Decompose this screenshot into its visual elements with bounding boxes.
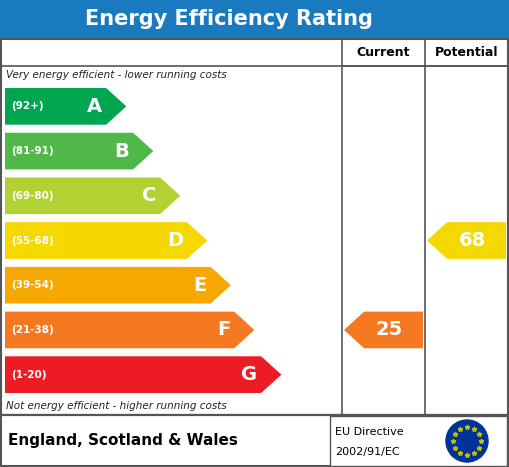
Bar bbox=[1, 415, 508, 466]
Text: (92+): (92+) bbox=[11, 101, 44, 111]
Polygon shape bbox=[427, 222, 506, 259]
Text: (81-91): (81-91) bbox=[11, 146, 53, 156]
Text: 25: 25 bbox=[376, 320, 403, 340]
Polygon shape bbox=[5, 133, 153, 170]
Text: EU Directive: EU Directive bbox=[335, 427, 404, 437]
Text: Current: Current bbox=[357, 45, 410, 58]
Text: G: G bbox=[241, 365, 257, 384]
Text: England, Scotland & Wales: England, Scotland & Wales bbox=[8, 433, 238, 448]
Polygon shape bbox=[344, 311, 423, 348]
Polygon shape bbox=[5, 222, 207, 259]
Text: C: C bbox=[142, 186, 156, 205]
Bar bbox=[330, 416, 507, 466]
Text: (55-68): (55-68) bbox=[11, 235, 54, 246]
Circle shape bbox=[446, 420, 488, 462]
Text: (69-80): (69-80) bbox=[11, 191, 53, 201]
Text: B: B bbox=[115, 142, 129, 161]
Text: 68: 68 bbox=[459, 231, 486, 250]
Text: (1-20): (1-20) bbox=[11, 370, 46, 380]
Text: 2002/91/EC: 2002/91/EC bbox=[335, 447, 400, 458]
Polygon shape bbox=[5, 311, 254, 348]
Text: Very energy efficient - lower running costs: Very energy efficient - lower running co… bbox=[6, 70, 227, 80]
Text: Energy Efficiency Rating: Energy Efficiency Rating bbox=[85, 9, 373, 29]
Bar bbox=[0, 0, 509, 38]
Polygon shape bbox=[5, 88, 126, 125]
Text: A: A bbox=[87, 97, 102, 116]
Polygon shape bbox=[5, 267, 231, 304]
Text: D: D bbox=[167, 231, 183, 250]
Bar bbox=[0, 415, 509, 467]
Text: E: E bbox=[193, 276, 207, 295]
Polygon shape bbox=[5, 177, 180, 214]
Text: (21-38): (21-38) bbox=[11, 325, 54, 335]
Text: F: F bbox=[217, 320, 230, 340]
Bar bbox=[1, 39, 508, 415]
Polygon shape bbox=[5, 356, 281, 393]
Text: Not energy efficient - higher running costs: Not energy efficient - higher running co… bbox=[6, 401, 227, 411]
Text: Potential: Potential bbox=[435, 45, 499, 58]
Text: (39-54): (39-54) bbox=[11, 280, 54, 290]
